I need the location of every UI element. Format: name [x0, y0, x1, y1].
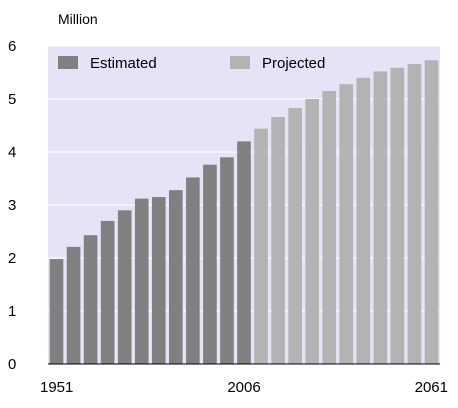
y-tick-label: 4 [8, 144, 16, 161]
bar-estimated-1966 [100, 220, 115, 364]
bar-estimated-1991 [186, 177, 200, 364]
x-tick-label: 2006 [227, 379, 260, 396]
bar-estimated-1971 [117, 210, 132, 364]
bar-estimated-2001 [220, 157, 234, 364]
bar-estimated-1996 [203, 164, 217, 364]
y-tick-label: 2 [8, 250, 16, 267]
y-tick-label: 1 [8, 303, 16, 320]
y-tick-label: 5 [8, 91, 16, 108]
legend-swatch-projected [230, 56, 250, 69]
y-tick-label: 6 [8, 38, 16, 55]
bar-projected-2011 [254, 128, 268, 364]
legend-label-projected: Projected [262, 55, 325, 72]
bar-estimated-1981 [151, 197, 166, 364]
bar-estimated-1956 [66, 246, 81, 364]
bars [49, 60, 439, 365]
bar-estimated-1976 [134, 198, 149, 364]
legend: Estimated Projected [58, 55, 325, 72]
bar-projected-2021 [288, 108, 302, 364]
bar-projected-2031 [322, 91, 337, 365]
bar-projected-2016 [271, 117, 285, 365]
x-tick-label: 1951 [40, 379, 73, 396]
bar-projected-2061 [424, 60, 439, 365]
y-tick-label: 3 [8, 197, 16, 214]
y-axis-unit-label: Million [58, 11, 98, 27]
bar-projected-2041 [356, 77, 371, 365]
legend-label-estimated: Estimated [90, 55, 157, 72]
bar-estimated-1986 [169, 190, 183, 364]
bar-projected-2036 [339, 84, 354, 364]
bar-projected-2046 [373, 71, 388, 364]
bar-projected-2056 [407, 64, 422, 365]
bar-estimated-1951 [49, 259, 64, 364]
y-tick-label: 0 [8, 356, 16, 373]
bar-estimated-2006 [237, 141, 251, 364]
legend-swatch-estimated [58, 56, 78, 69]
y-axis-ticks: 0 1 2 3 4 5 6 [8, 38, 16, 373]
bar-projected-2026 [305, 99, 319, 364]
x-axis-ticks: 1951 2006 2061 [40, 379, 448, 396]
bar-projected-2051 [390, 67, 405, 364]
bar-estimated-1961 [83, 235, 98, 364]
x-tick-label: 2061 [415, 379, 448, 396]
